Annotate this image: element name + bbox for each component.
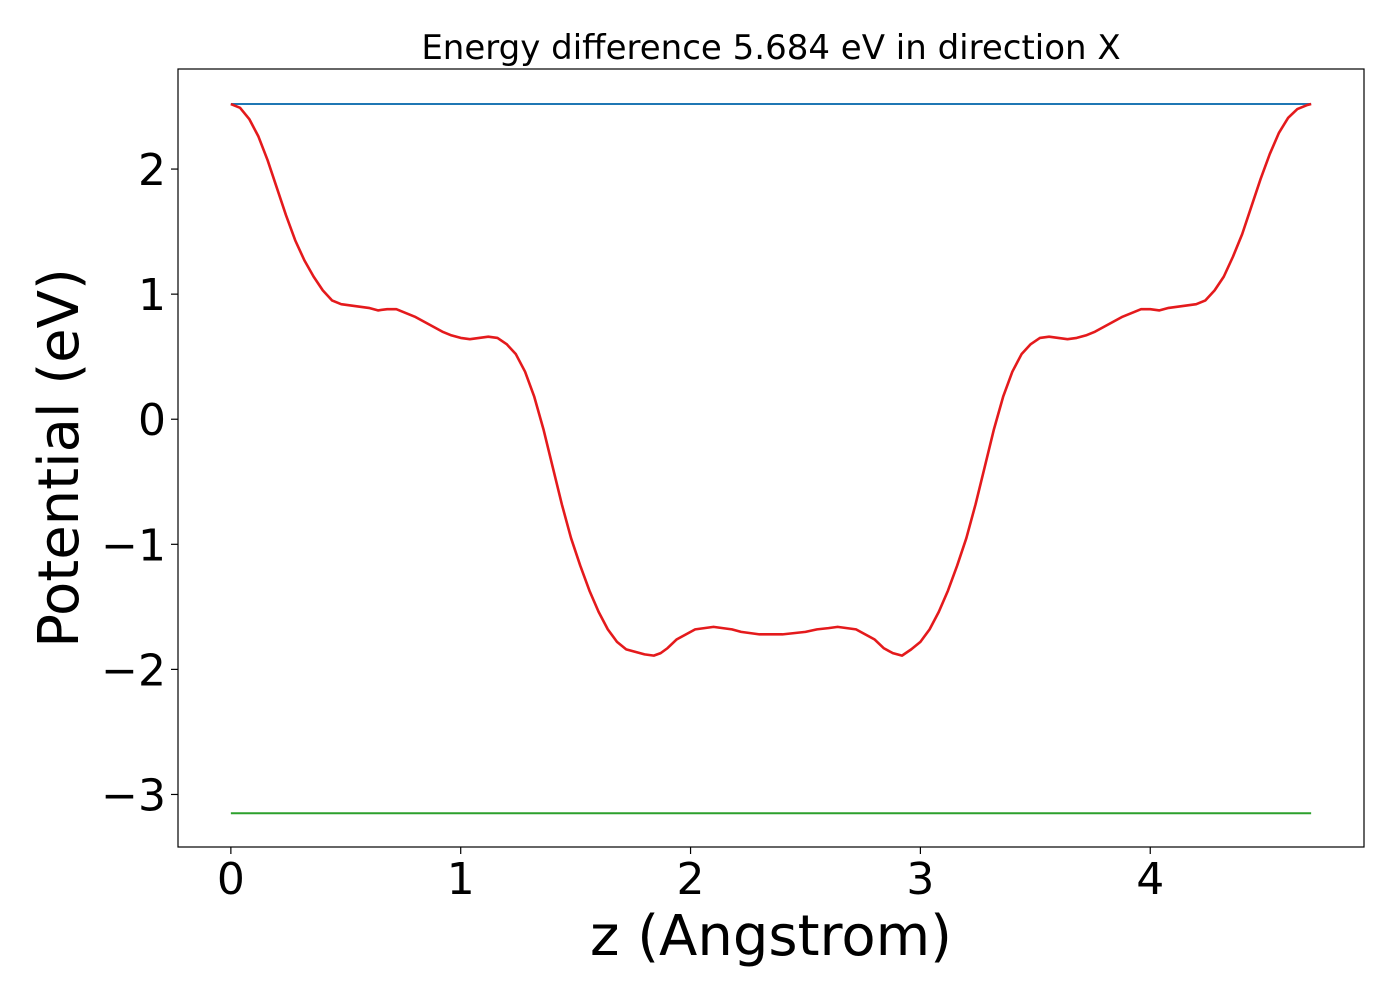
x-axis-ticks: 0 1 2 3 4 bbox=[217, 847, 1164, 905]
y-axis-ticks: −3 −2 −1 0 1 2 bbox=[101, 145, 178, 821]
y-tick-label: 2 bbox=[138, 145, 166, 196]
y-tick-label: −1 bbox=[101, 520, 166, 571]
x-tick-label: 1 bbox=[447, 854, 475, 905]
y-tick-label: −2 bbox=[101, 645, 166, 696]
y-tick-label: 0 bbox=[138, 395, 166, 446]
potential-curve bbox=[230, 102, 1312, 657]
y-tick-label: 1 bbox=[138, 270, 166, 321]
y-tick-label: −3 bbox=[101, 770, 166, 821]
x-tick-label: 0 bbox=[217, 854, 245, 905]
plot-area-frame bbox=[177, 68, 1365, 848]
chart-title: Energy difference 5.684 eV in direction … bbox=[421, 28, 1120, 68]
x-axis-label: z (Angstrom) bbox=[590, 904, 952, 969]
x-tick-label: 4 bbox=[1136, 854, 1164, 905]
x-tick-label: 3 bbox=[906, 854, 934, 905]
series-layer bbox=[230, 102, 1312, 815]
y-axis-label: Potential (eV) bbox=[27, 268, 92, 648]
x-tick-label: 2 bbox=[677, 854, 705, 905]
